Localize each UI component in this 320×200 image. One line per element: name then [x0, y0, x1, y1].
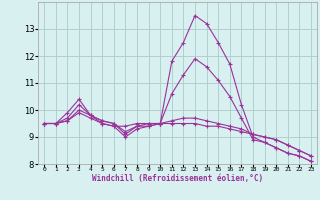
X-axis label: Windchill (Refroidissement éolien,°C): Windchill (Refroidissement éolien,°C): [92, 174, 263, 183]
